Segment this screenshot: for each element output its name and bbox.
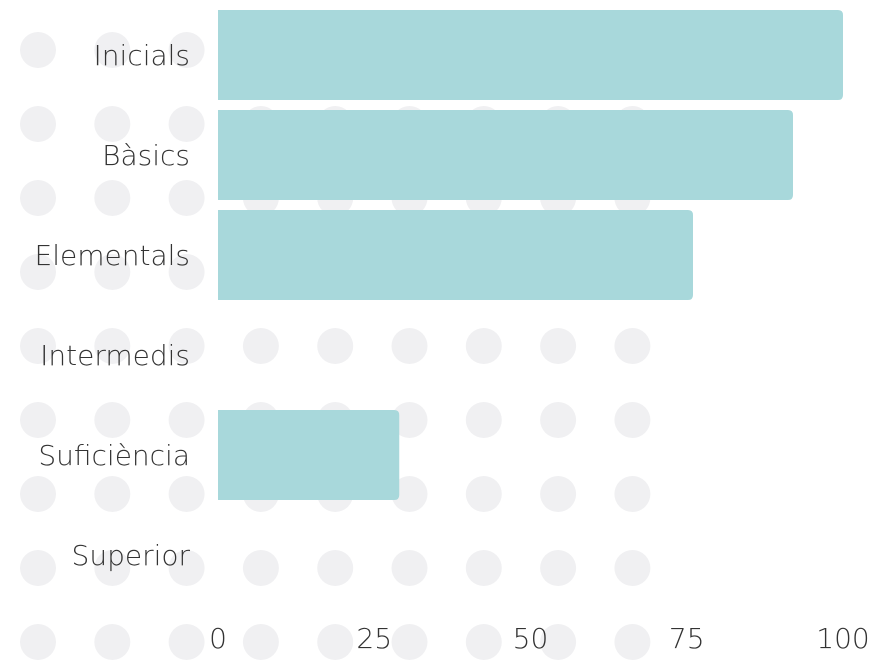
dot (540, 624, 577, 660)
dot (168, 476, 205, 512)
dot (391, 550, 428, 586)
dot (614, 328, 651, 364)
dot (614, 402, 651, 438)
bar (218, 10, 843, 100)
dot (94, 106, 131, 142)
x-tick-label: 75 (669, 622, 705, 655)
dot (391, 328, 428, 364)
dot (94, 254, 131, 290)
dot (317, 624, 354, 660)
dot (168, 328, 205, 364)
y-tick-label: Intermedis (40, 339, 190, 372)
dot (465, 624, 502, 660)
dot (168, 550, 205, 586)
dot (540, 328, 577, 364)
dot (168, 624, 205, 660)
dot (20, 476, 56, 512)
dot (465, 476, 502, 512)
dot (94, 328, 131, 364)
dot (540, 402, 577, 438)
dot (168, 32, 205, 68)
dot (94, 624, 131, 660)
dot (20, 402, 56, 438)
dot (391, 624, 428, 660)
x-tick-label: 50 (513, 622, 549, 655)
dot (465, 328, 502, 364)
dot (20, 180, 56, 216)
dot (168, 180, 205, 216)
dot (614, 550, 651, 586)
dot (20, 328, 56, 364)
bar (218, 110, 793, 200)
dot (391, 402, 428, 438)
dot (614, 476, 651, 512)
x-tick-label: 0 (209, 622, 227, 655)
y-tick-label: Superior (72, 539, 191, 572)
dot (20, 624, 56, 660)
y-tick-label: Suficiència (38, 439, 190, 472)
dot (465, 550, 502, 586)
dot (168, 402, 205, 438)
dot (94, 32, 131, 68)
dot (20, 550, 56, 586)
dot (242, 550, 279, 586)
dot (540, 550, 577, 586)
y-tick-label: Elementals (35, 239, 190, 272)
x-tick-label: 25 (356, 622, 392, 655)
dot (242, 624, 279, 660)
dot (94, 402, 131, 438)
dot (94, 180, 131, 216)
dot (317, 328, 354, 364)
dot (94, 550, 131, 586)
dot (20, 32, 56, 68)
y-tick-label: Bàsics (102, 139, 190, 172)
dot (168, 254, 205, 290)
dot (20, 106, 56, 142)
dot (540, 476, 577, 512)
dot (391, 476, 428, 512)
bar (218, 410, 400, 500)
dot (614, 624, 651, 660)
dot (20, 254, 56, 290)
dot (168, 106, 205, 142)
dot (465, 402, 502, 438)
y-tick-label: Inicials (94, 39, 190, 72)
x-tick-label: 100 (816, 622, 869, 655)
dot (94, 476, 131, 512)
dot (317, 550, 354, 586)
dot (242, 328, 279, 364)
bar (218, 210, 693, 300)
